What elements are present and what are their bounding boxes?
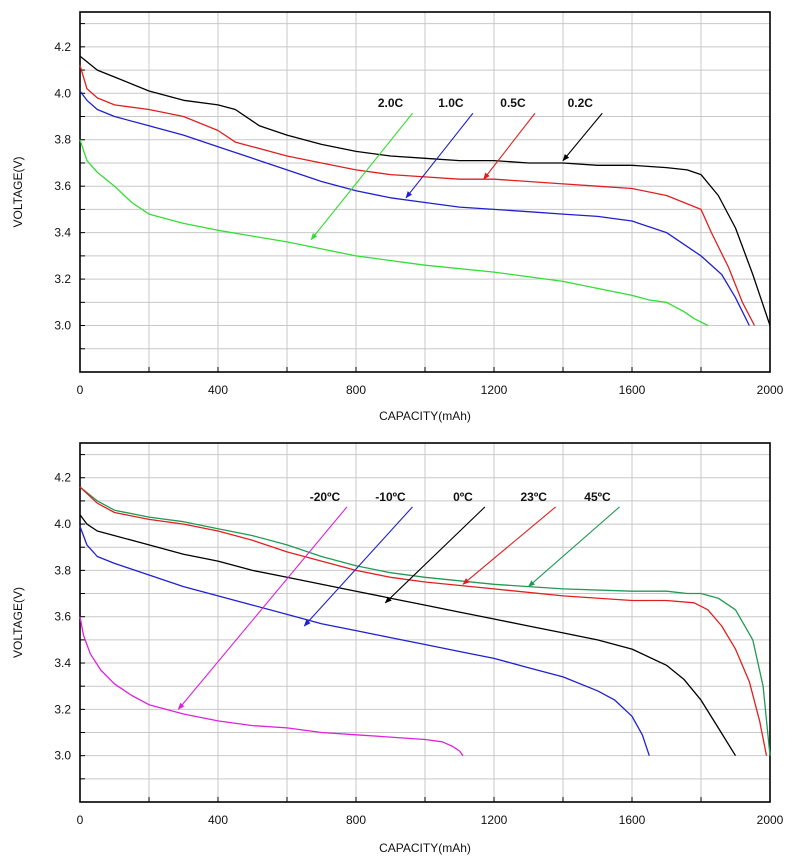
y-tick-label: 4.0 xyxy=(54,517,71,531)
x-tick-label: 2000 xyxy=(757,383,784,397)
series-label-23ºC: 23ºC xyxy=(520,490,547,504)
x-tick-label: 800 xyxy=(346,813,366,827)
x-tick-label: 1200 xyxy=(481,813,508,827)
series-label-1.0C: 1.0C xyxy=(438,96,464,110)
y-tick-label: 4.0 xyxy=(54,86,71,100)
series-label--10ºC: -10ºC xyxy=(375,490,406,504)
series-arrow-2.0C xyxy=(310,112,413,241)
series-label--20ºC: -20ºC xyxy=(310,490,341,504)
series-line--10ºC xyxy=(79,526,650,756)
x-axis-title: CAPACITY(mAh) xyxy=(379,841,471,855)
series-arrow-0.2C xyxy=(562,112,603,162)
series-arrow--20ºC xyxy=(177,506,348,710)
grid xyxy=(80,443,770,802)
y-tick-label: 3.0 xyxy=(54,749,71,763)
x-tick-label: 0 xyxy=(77,383,84,397)
x-axis-title: CAPACITY(mAh) xyxy=(379,409,471,423)
y-tick-label: 3.4 xyxy=(54,226,71,240)
y-axis-title: VOLTAGE(V) xyxy=(11,157,25,228)
y-tick-label: 3.0 xyxy=(54,319,71,333)
series-line-0ºC xyxy=(79,514,737,757)
series-line-1.0C xyxy=(79,90,750,326)
series-label-2.0C: 2.0C xyxy=(378,96,404,110)
series-label-45ºC: 45ºC xyxy=(584,490,611,504)
series-line-2.0C xyxy=(79,139,709,327)
y-tick-label: 3.8 xyxy=(54,133,71,147)
series-line-45ºC xyxy=(79,486,771,756)
x-tick-label: 400 xyxy=(208,383,228,397)
x-tick-label: 2000 xyxy=(757,813,784,827)
series-arrow-45ºC xyxy=(527,506,620,588)
series-label-0.5C: 0.5C xyxy=(500,96,526,110)
x-tick-label: 1600 xyxy=(619,383,646,397)
series-arrow-1.0C xyxy=(405,112,474,199)
y-tick-label: 3.6 xyxy=(54,610,71,624)
x-tick-label: 1200 xyxy=(481,383,508,397)
rate-discharge-chart: 0 400 800 1200 1600 2000 3.0 3.2 3.4 3.6 3.8 4.0 4.2… xyxy=(11,11,784,423)
y-axis-title: VOLTAGE(V) xyxy=(11,587,25,658)
series-arrow-0ºC xyxy=(384,506,486,604)
grid xyxy=(80,12,770,372)
series-line-23ºC xyxy=(79,486,768,756)
y-tick-label: 3.2 xyxy=(54,272,71,286)
temperature-discharge-chart: 0 400 800 1200 1600 2000 3.0 3.2 3.4 3.6 3.8 4.0 4.2… xyxy=(11,442,784,855)
series-arrow-23ºC xyxy=(462,506,557,585)
y-tick-label: 3.6 xyxy=(54,179,71,193)
x-tick-label: 400 xyxy=(208,813,228,827)
y-tick-label: 4.2 xyxy=(54,40,71,54)
x-tick-label: 800 xyxy=(346,383,366,397)
y-tick-label: 4.2 xyxy=(54,471,71,485)
series-line-0.5C xyxy=(79,65,756,326)
series-line--20ºC xyxy=(79,616,464,757)
x-tick-label: 1600 xyxy=(619,813,646,827)
y-tick-label: 3.4 xyxy=(54,656,71,670)
x-tick-label: 0 xyxy=(77,813,84,827)
series-arrow-0.5C xyxy=(483,112,536,180)
y-tick-label: 3.8 xyxy=(54,563,71,577)
series-label-0ºC: 0ºC xyxy=(453,490,473,504)
y-tick-label: 3.2 xyxy=(54,702,71,716)
series-arrow--10ºC xyxy=(303,506,413,627)
series-line-0.2C xyxy=(79,55,771,326)
series-label-0.2C: 0.2C xyxy=(568,96,594,110)
